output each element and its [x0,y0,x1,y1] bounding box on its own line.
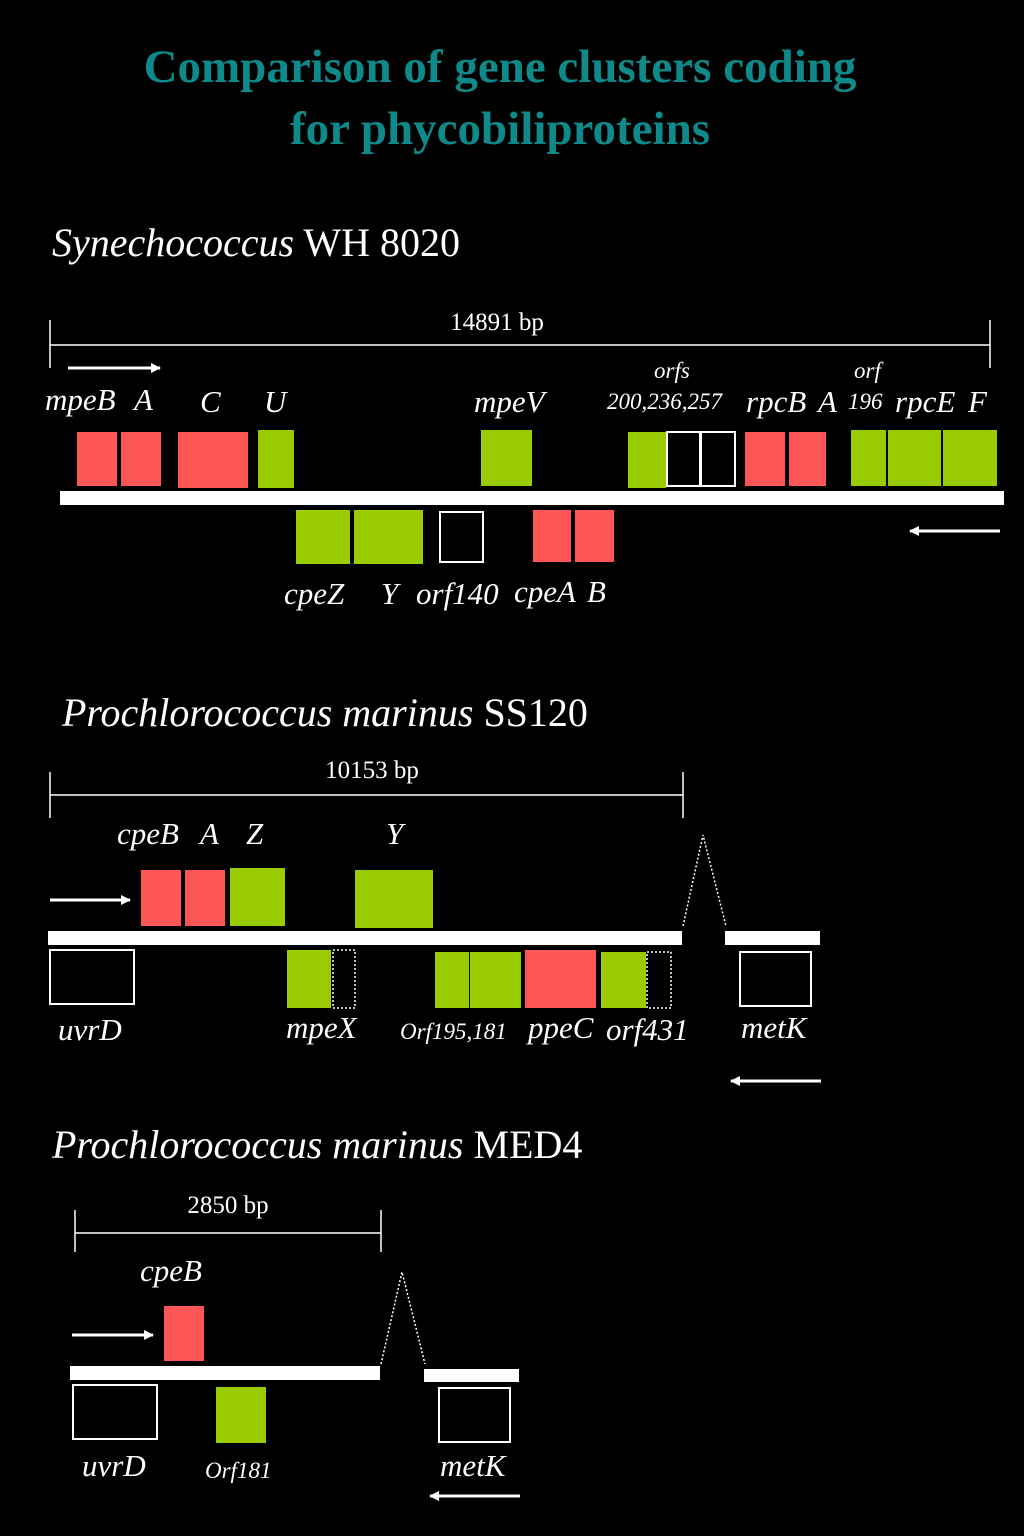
organism-name: Synechococcus [52,220,295,265]
gene-label-uvrD: uvrD [58,1012,122,1047]
organism-name: Prochlorococcus marinus [62,690,474,735]
slide-title-line1: Comparison of gene clusters coding [143,41,857,93]
gene-label-cpeZ: Z [246,816,264,851]
chromosome-ss120-distant [725,931,820,945]
gene-mpeB [77,432,117,486]
gene-cpeA [533,510,571,562]
chromosome-med4 [70,1366,380,1380]
gene-label-mpeV: mpeV [474,384,545,419]
gene-label-metK: metK [440,1448,506,1483]
gene-cpeB [164,1306,204,1361]
gene-label-cpeZ: cpeZ [284,576,345,611]
gene-label-cpeA: cpeA [514,574,576,609]
gene-mpeA [121,432,161,486]
gene-cpeB [141,870,181,926]
gene-label-metK: metK [741,1010,807,1045]
gene-orf181 [470,952,521,1008]
gene-label-rpcA: A [818,384,837,419]
chromosome-wh8020 [60,491,1004,505]
gene-label-cpeY: Y [381,576,399,611]
gene-ppeC [525,950,596,1008]
gene-rpcA [789,432,826,486]
panel-ss120-graphics [48,772,821,1086]
gene-rpcF [943,430,997,486]
gene-rpcB [745,432,785,486]
gene-label-orf195-181: Orf195,181 [400,1019,507,1044]
gap-break-mark [380,1271,426,1365]
gene-cpeZ [230,868,285,926]
gene-label-cpeB: cpeB [140,1253,202,1288]
gene-label-cpeA: A [200,816,219,851]
gene-label-ppeC: ppeC [528,1010,594,1045]
gene-cpeA [185,870,225,926]
gene-label-rpcF: F [968,384,987,419]
gene-mpeX-partial [332,949,356,1009]
gene-label-orfs-numbers: 200,236,257 [607,389,722,414]
gene-label-mpeX: mpeX [286,1010,357,1045]
strain-name: WH 8020 [303,220,461,265]
gene-label-mpeA: A [134,382,153,417]
gene-label-orf: orf [854,358,881,383]
chromosome-med4-distant [424,1369,519,1382]
panel-heading-wh8020: Synechococcus WH 8020 [52,219,460,266]
scale-bar-med4 [74,1210,382,1252]
gene-metK [739,951,812,1007]
panel-med4-graphics [70,1210,520,1501]
scale-label: 14891 bp [450,309,544,336]
gene-orf140 [439,511,484,563]
organism-name: Prochlorococcus marinus [52,1122,464,1167]
gene-label-mpeB: mpeB [45,382,116,417]
gene-uvrD [72,1384,158,1440]
gene-label-mpeU: U [264,384,287,419]
gene-orf195 [435,952,469,1008]
gene-orf200 [628,432,666,488]
gene-metK [438,1387,511,1443]
chromosome-ss120 [48,931,682,945]
gene-label-orf181: Orf181 [205,1458,272,1483]
gene-label-cpeB: cpeB [117,816,179,851]
gene-orf431-partial [646,951,672,1009]
gene-mpeU [258,430,294,488]
gene-rpcE [888,430,941,486]
gene-label-mpeC: C [200,384,221,419]
slide-title-line2: for phycobiliproteins [289,103,711,155]
gene-orf431 [601,952,646,1008]
gene-label-uvrD: uvrD [82,1448,146,1483]
gene-label-cpeY: Y [386,816,404,851]
gene-orf181 [216,1387,266,1443]
strain-name: SS120 [483,690,588,735]
strain-name: MED4 [473,1122,583,1167]
scale-bar-ss120 [49,772,684,818]
gene-mpeV [481,430,532,486]
gene-mpeC [178,432,248,488]
gene-label-rpcE: rpcE [895,384,956,419]
gene-cpeZ [296,510,350,564]
scale-label: 2850 bp [187,1192,269,1219]
panel-wh8020-graphics [49,320,1004,564]
gene-orf257 [700,431,736,487]
gene-cpeB [575,510,614,562]
panel-heading-ss120: Prochlorococcus marinus SS120 [62,689,588,736]
gene-label-orf140: orf140 [416,576,499,611]
gene-label-orf196: 196 [848,389,883,414]
gap-break-mark [682,834,727,927]
gene-cpeY [355,870,433,928]
gene-label-orfs: orfs [654,358,690,383]
gene-cpeY [354,510,423,564]
gene-orf196 [851,430,886,486]
gene-label-cpeB: B [587,574,606,609]
gene-label-rpcB: rpcB [746,384,807,419]
gene-uvrD [49,949,135,1005]
panel-heading-med4: Prochlorococcus marinus MED4 [52,1121,582,1168]
scale-label: 10153 bp [325,757,419,784]
gene-label-orf431: orf431 [606,1012,689,1047]
gene-orf236 [666,431,701,487]
scale-bar-wh8020 [49,320,991,368]
gene-mpeX [287,950,331,1008]
